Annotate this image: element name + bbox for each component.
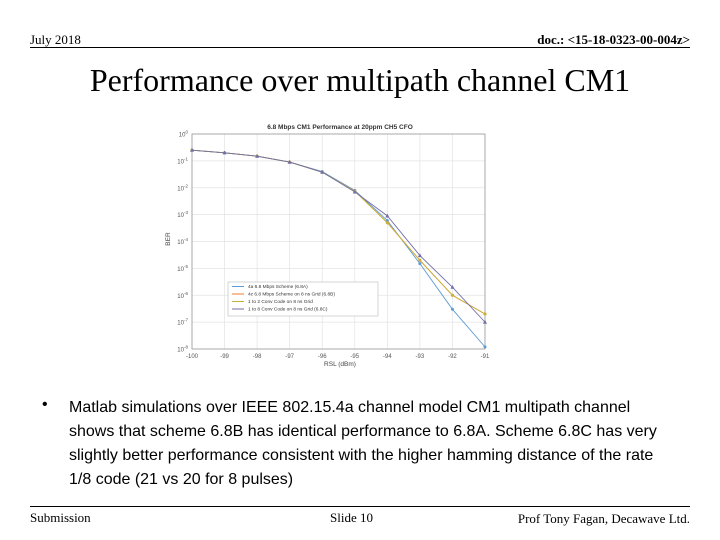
data-point — [418, 258, 422, 262]
x-axis-label: RSL (dBm) — [324, 361, 356, 368]
y-tick-label: 10-3 — [177, 210, 188, 219]
ber-chart: 100 10-1 10-2 10-3 10-4 10-5 10-6 10-7 10-8 -100… — [165, 124, 490, 368]
data-point — [450, 284, 455, 289]
chart-legend: 4a 6.8 Mbps Scheme (6.8A) 4z 6.8 Mbps Sch… — [227, 281, 379, 317]
header-doc-id: doc.: <15-18-0323-00-004z> — [537, 32, 690, 47]
bullet-marker: • — [42, 396, 48, 413]
slide-title: Performance over multipath channel CM1 — [89, 62, 631, 98]
data-point — [483, 345, 487, 349]
data-point — [320, 169, 325, 174]
series-line — [191, 149, 486, 323]
footer-author: Prof Tony Fagan, Decawave Ltd. — [517, 511, 690, 526]
legend-entry-label: 1 to 2 Conv Code on 8 ns Grid — [248, 299, 313, 305]
x-tick-label: -97 — [285, 354, 294, 360]
legend-entry-label: 4z 6.8 Mbps Scheme on 8 ns Grid (6.8B) — [248, 292, 335, 298]
data-point — [255, 153, 260, 158]
x-tick-label: -100 — [186, 354, 199, 360]
chart-title: 6.8 Mbps CM1 Performance at 20ppm CH5 CF… — [267, 124, 413, 131]
data-point — [385, 213, 390, 218]
x-tick-label: -91 — [481, 354, 490, 360]
data-point — [287, 159, 292, 164]
y-tick-label: 10-1 — [177, 156, 188, 165]
chart-grid — [191, 133, 486, 350]
x-tick-label: -96 — [318, 354, 327, 360]
footer-slide-number: Slide 10 — [330, 510, 373, 525]
x-tick-label: -94 — [383, 354, 392, 360]
series-line — [191, 149, 486, 348]
data-point — [385, 219, 389, 223]
data-point — [418, 262, 422, 266]
x-tick-label: -95 — [350, 354, 359, 360]
data-point — [352, 189, 357, 194]
x-tick-label: -99 — [220, 354, 229, 360]
y-tick-labels: 100 10-1 10-2 10-3 10-4 10-5 10-6 10-7 10-8 — [177, 130, 188, 354]
header-divider — [30, 47, 690, 48]
y-tick-label: 10-7 — [177, 318, 188, 327]
y-tick-label: 10-6 — [177, 291, 188, 300]
chart-series — [190, 147, 487, 349]
x-tick-label: -92 — [448, 354, 457, 360]
data-point — [417, 253, 422, 258]
bullet-text: Matlab simulations over IEEE 802.15.4a c… — [69, 399, 657, 488]
y-tick-label: 10-8 — [177, 345, 188, 354]
y-tick-label: 100 — [179, 130, 189, 139]
y-tick-label: 10-5 — [177, 264, 188, 273]
y-tick-label: 10-2 — [177, 183, 188, 192]
x-tick-labels: -100 -99 -98 -97 -96 -95 -94 -93 -92 -91 — [186, 354, 490, 360]
data-point — [222, 150, 227, 155]
footer-submission: Submission — [30, 510, 91, 525]
data-point — [385, 221, 389, 225]
legend-entry-label: 1 to 8 Conv Code on 8 ns Grid (6.8C) — [248, 307, 328, 313]
legend-box — [227, 281, 379, 317]
data-point — [450, 293, 454, 297]
plot-area-frame — [191, 133, 486, 350]
header-date: July 2018 — [30, 32, 81, 47]
y-axis-label: BER — [165, 232, 172, 246]
x-tick-label: -98 — [253, 354, 262, 360]
x-tick-label: -93 — [416, 354, 425, 360]
data-point — [450, 307, 454, 311]
data-point — [483, 312, 487, 316]
data-point — [190, 147, 194, 152]
footer-divider — [30, 506, 690, 507]
data-point — [483, 319, 487, 324]
legend-entry-label: 4a 6.8 Mbps Scheme (6.8A) — [248, 284, 308, 290]
y-tick-label: 10-4 — [177, 237, 188, 246]
